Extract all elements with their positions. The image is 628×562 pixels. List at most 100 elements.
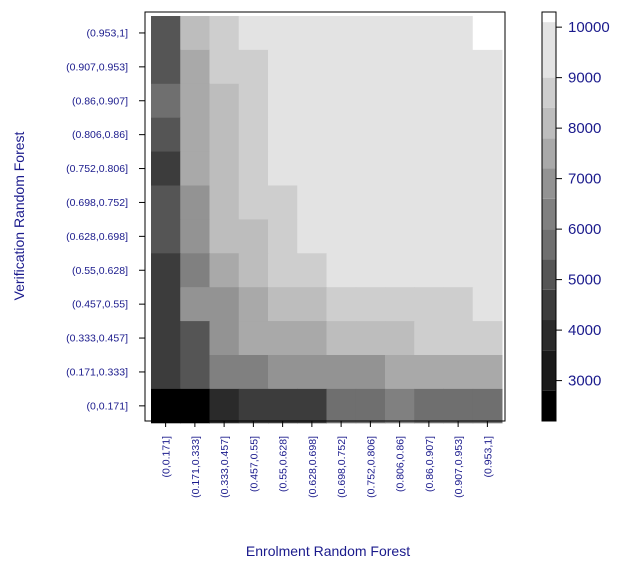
heatmap-cell bbox=[180, 49, 210, 85]
y-axis: (0.953,1] (0.907,0.953] (0.86,0.907] (0.806… bbox=[66, 27, 145, 412]
heatmap-cell bbox=[472, 355, 503, 390]
heatmap-cell bbox=[443, 185, 474, 220]
y-tick-label: (0.171,0.333] bbox=[66, 366, 128, 378]
heatmap-cell bbox=[355, 253, 386, 288]
heatmap-cell bbox=[268, 185, 298, 220]
colorbar-swatch bbox=[542, 198, 556, 230]
y-tick-label: (0.628,0.698] bbox=[66, 231, 128, 243]
heatmap-cell bbox=[385, 321, 415, 356]
heatmap-cell bbox=[268, 388, 298, 424]
heatmap-cell bbox=[268, 83, 298, 119]
heatmap-cell bbox=[355, 16, 386, 51]
plot-frame bbox=[144, 11, 506, 422]
y-tick-label: (0.86,0.907] bbox=[72, 95, 128, 107]
heatmap-cell bbox=[443, 117, 474, 153]
heatmap-cell bbox=[326, 16, 357, 51]
heatmap-cell bbox=[355, 287, 386, 322]
heatmap-cell bbox=[180, 219, 210, 254]
heatmap-cell bbox=[268, 117, 298, 153]
heatmap-cell bbox=[151, 388, 181, 424]
colorbar-tick-label: 3000 bbox=[568, 373, 601, 390]
heatmap-cell bbox=[180, 321, 210, 356]
heatmap-cell bbox=[297, 287, 327, 322]
y-tick-label: (0.333,0.457] bbox=[66, 333, 128, 345]
heatmap-cell bbox=[151, 219, 181, 254]
heatmap-cell bbox=[268, 219, 298, 254]
heatmap-cell bbox=[151, 83, 181, 119]
heatmap-cell bbox=[180, 151, 210, 186]
heatmap-cell bbox=[472, 185, 503, 220]
heatmap-cell bbox=[326, 117, 357, 153]
heatmap-cell bbox=[355, 321, 386, 356]
heatmap-cell bbox=[238, 16, 269, 51]
heatmap-cell bbox=[151, 321, 181, 356]
heatmap-cell bbox=[385, 185, 415, 220]
heatmap-cell bbox=[209, 388, 240, 424]
heatmap-cell bbox=[385, 83, 415, 119]
heatmap-cell bbox=[297, 219, 327, 254]
heatmap-cell bbox=[180, 185, 210, 220]
x-tick-label: (0.55,0.628] bbox=[278, 436, 290, 492]
x-axis: (0,0.171] (0.171,0.333] (0.333,0.457] (0.45… bbox=[161, 421, 494, 498]
heatmap-cell bbox=[355, 117, 386, 153]
heatmap-cell bbox=[209, 117, 240, 153]
heatmap-cell bbox=[180, 388, 210, 424]
colorbar-swatch bbox=[542, 12, 556, 23]
heatmap-cell bbox=[472, 16, 503, 51]
heatmap-cell bbox=[385, 355, 415, 390]
colorbar-swatch bbox=[542, 77, 556, 108]
x-tick-label: (0.806,0.86] bbox=[395, 436, 407, 492]
heatmap-cell bbox=[151, 287, 181, 322]
colorbar-swatch bbox=[542, 22, 556, 78]
heatmap-cell bbox=[151, 16, 181, 51]
heatmap-cell bbox=[414, 117, 444, 153]
x-tick-label: (0.752,0.806] bbox=[365, 436, 377, 498]
heatmap-cell bbox=[297, 355, 327, 390]
heatmap-cell bbox=[414, 16, 444, 51]
heatmap-cell bbox=[238, 83, 269, 119]
heatmap-cell bbox=[151, 49, 181, 85]
heatmap-cell bbox=[209, 219, 240, 254]
heatmap-cell bbox=[238, 49, 269, 85]
heatmap-cell bbox=[355, 49, 386, 85]
heatmap-cell bbox=[355, 219, 386, 254]
heatmap-cell bbox=[297, 16, 327, 51]
heatmap-cell bbox=[297, 117, 327, 153]
heatmap-cell bbox=[151, 151, 181, 186]
y-tick-label: (0.752,0.806] bbox=[66, 163, 128, 175]
heatmap-cell bbox=[443, 355, 474, 390]
heatmap-cell bbox=[151, 253, 181, 288]
heatmap-cell bbox=[443, 388, 474, 424]
colorbar-tick-label: 6000 bbox=[568, 221, 601, 238]
heatmap-cell bbox=[297, 321, 327, 356]
colorbar-tick-label: 4000 bbox=[568, 322, 601, 339]
heatmap-cell bbox=[180, 253, 210, 288]
heatmap-cell bbox=[268, 321, 298, 356]
heatmap-cell bbox=[472, 117, 503, 153]
colorbar-axis: 3000 4000 5000 6000 7000 8000 9000 10000 bbox=[556, 19, 610, 390]
heatmap-cell bbox=[238, 151, 269, 186]
x-tick-label: (0.698,0.752] bbox=[336, 436, 348, 498]
heatmap-cell bbox=[326, 321, 357, 356]
x-tick-label: (0.333,0.457] bbox=[219, 436, 231, 498]
heatmap-cell bbox=[268, 253, 298, 288]
heatmap-cell bbox=[268, 16, 298, 51]
heatmap-cell bbox=[238, 185, 269, 220]
heatmap-cell bbox=[238, 219, 269, 254]
x-tick-label: (0.628,0.698] bbox=[307, 436, 319, 498]
heatmap-cell bbox=[414, 83, 444, 119]
heatmap-cell bbox=[472, 151, 503, 186]
heatmap-cell bbox=[443, 219, 474, 254]
x-tick-label: (0,0.171] bbox=[161, 436, 173, 478]
heatmap-cell bbox=[180, 16, 210, 51]
colorbar-tick-label: 10000 bbox=[568, 19, 610, 36]
heatmap-cell bbox=[297, 388, 327, 424]
heatmap-cell bbox=[238, 253, 269, 288]
heatmap-cell bbox=[443, 16, 474, 51]
heatmap-cell bbox=[268, 287, 298, 322]
x-tick-label: (0.171,0.333] bbox=[190, 436, 202, 498]
heatmap-cell bbox=[443, 287, 474, 322]
heatmap-cell bbox=[180, 287, 210, 322]
heatmap-cell bbox=[326, 151, 357, 186]
heatmap-cell bbox=[472, 287, 503, 322]
